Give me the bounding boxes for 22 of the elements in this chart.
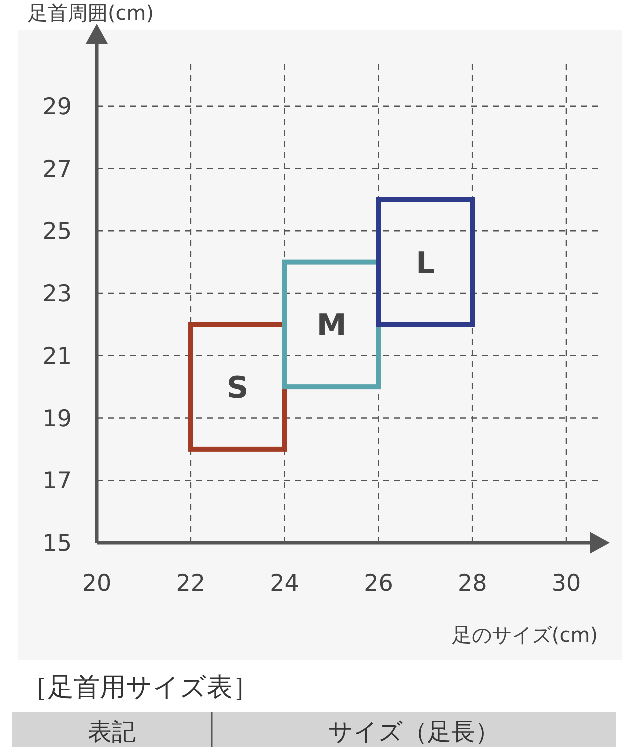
text: ［足首用サイズ表］: [22, 673, 259, 703]
x-tick-label: 22: [176, 571, 206, 597]
x-axis-title: 足のサイズ(cm): [452, 623, 598, 647]
text: 表記: [88, 718, 136, 746]
x-tick-label: 26: [364, 571, 394, 597]
y-tick-label: 17: [42, 468, 72, 495]
series-label: L: [416, 246, 436, 282]
y-tick-label: 21: [42, 344, 72, 370]
text: サイズ（足長）: [328, 718, 500, 746]
y-tick-label: 27: [42, 156, 72, 183]
y-tick-label: 29: [42, 94, 72, 120]
series-label: M: [316, 308, 347, 344]
x-tick-label: 28: [458, 571, 488, 597]
x-tick-label: 30: [552, 571, 582, 597]
x-tick-label: 20: [82, 571, 112, 597]
series-label: S: [227, 371, 249, 406]
y-tick-label: 25: [42, 219, 72, 246]
y-tick-label: 15: [42, 531, 72, 557]
y-tick-label: 19: [42, 406, 72, 432]
y-tick-label: 23: [42, 282, 72, 308]
x-tick-label: 24: [270, 571, 300, 597]
y-axis-title: 足首周囲(cm): [28, 1, 154, 25]
